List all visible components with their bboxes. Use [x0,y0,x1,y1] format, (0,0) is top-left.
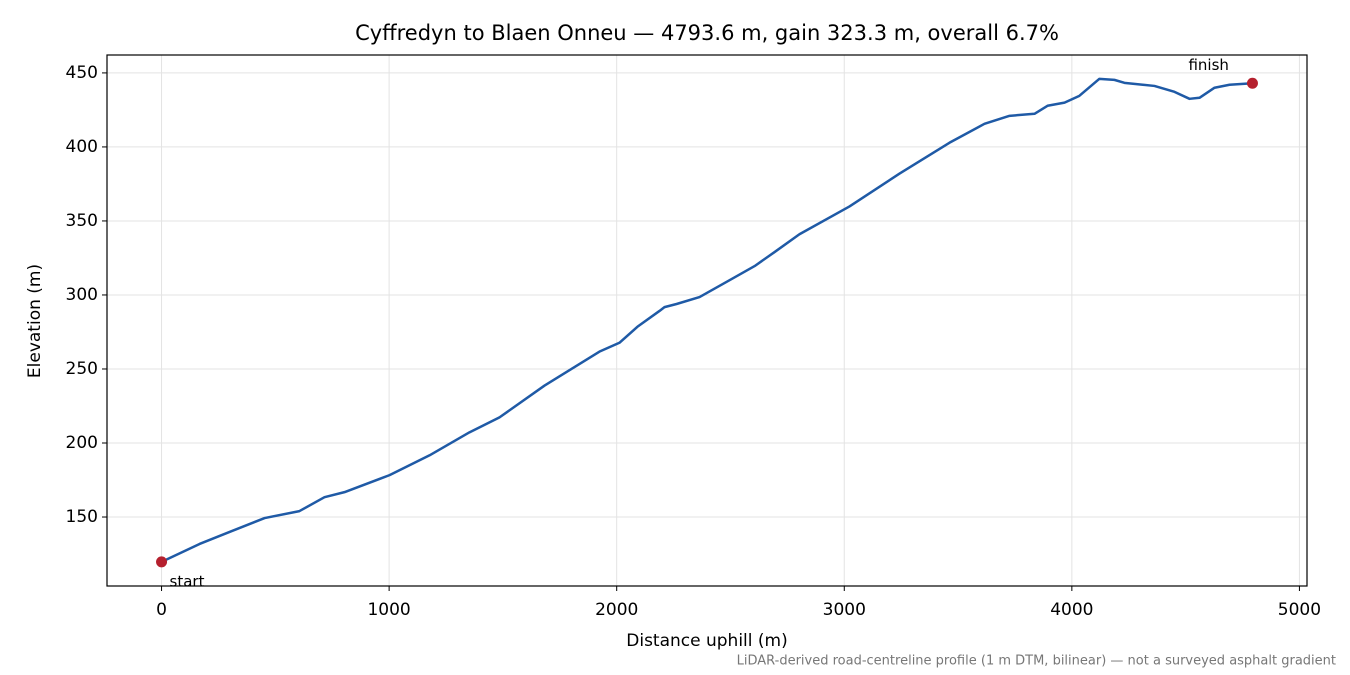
y-tick-label: 300 [66,285,98,305]
y-axis-label: Elevation (m) [25,264,45,378]
y-tick-label: 400 [66,137,98,157]
y-tick-label: 150 [66,507,98,527]
elevation-line [161,77,1253,564]
x-tick-label: 1000 [367,600,410,620]
chart-title: Cyffredyn to Blaen Onneu — 4793.6 m, gai… [355,21,1059,45]
endpoint-marker [156,556,168,568]
footnote: LiDAR-derived road-centreline profile (1… [737,654,1336,669]
x-tick-label: 5000 [1278,600,1321,620]
endpoint-label: start [170,572,205,590]
plot-frame [106,54,1308,587]
y-tick-label: 250 [66,359,98,379]
x-tick-label: 4000 [1050,600,1093,620]
y-tick-label: 350 [66,211,98,231]
x-tick-label: 3000 [823,600,866,620]
x-tick-label: 0 [156,600,167,620]
y-tick-label: 200 [66,433,98,453]
endpoint-marker [1246,77,1258,89]
x-tick-label: 2000 [595,600,638,620]
endpoint-label: finish [1188,56,1228,74]
x-axis-label: Distance uphill (m) [626,631,787,651]
y-tick-label: 450 [66,63,98,83]
